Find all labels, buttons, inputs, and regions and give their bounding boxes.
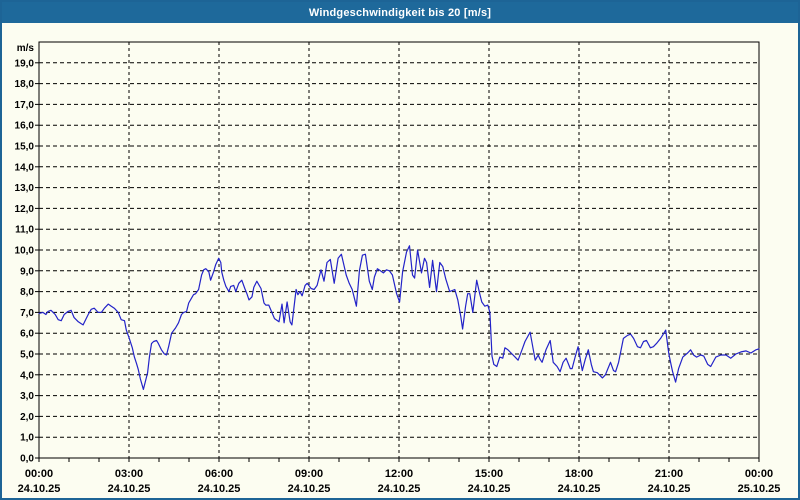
chart-area: 0,0 1,0 2,0 3,0 4,0 5,0 6,0 7,0 8,0 9,0 10,0 11,0 12… xyxy=(2,23,798,498)
x-tick-time-label: 15:00 xyxy=(475,468,503,480)
y-tick-label: 14,0 xyxy=(15,162,35,173)
y-tick-label: 17,0 xyxy=(15,100,35,111)
title-bar[interactable]: Windgeschwindigkeit bis 20 [m/s] xyxy=(2,2,798,23)
x-tick-time-label: 18:00 xyxy=(565,468,593,480)
y-tick-label: 8,0 xyxy=(20,287,34,298)
x-tick-date-label: 24.10.25 xyxy=(648,483,691,495)
window-title: Windgeschwindigkeit bis 20 [m/s] xyxy=(308,6,492,19)
x-tick-date-label: 24.10.25 xyxy=(198,483,241,495)
x-tick-date-label: 24.10.25 xyxy=(468,483,511,495)
y-axis-labels: 0,0 1,0 2,0 3,0 4,0 5,0 6,0 7,0 8,0 9,0 10,0 11,0 12… xyxy=(15,43,35,465)
x-tick-time-label: 03:00 xyxy=(115,468,143,480)
y-tick-label: 3,0 xyxy=(20,391,34,402)
x-tick-time-label: 00:00 xyxy=(745,468,773,480)
axis-ticks xyxy=(35,62,760,462)
wind-speed-chart: 0,0 1,0 2,0 3,0 4,0 5,0 6,0 7,0 8,0 9,0 10,0 11,0 12… xyxy=(15,41,781,495)
y-tick-label: 15,0 xyxy=(15,142,35,153)
y-tick-label: 2,0 xyxy=(20,412,34,423)
x-tick-date-label: 24.10.25 xyxy=(558,483,601,495)
y-tick-label: 1,0 xyxy=(20,433,34,444)
y-tick-label: 5,0 xyxy=(20,350,34,361)
series-lines xyxy=(38,245,760,390)
y-tick-label: 9,0 xyxy=(20,266,34,277)
y-tick-label: 19,0 xyxy=(15,58,35,69)
y-tick-label: 10,0 xyxy=(15,246,35,257)
y-tick-label: 11,0 xyxy=(15,225,34,236)
y-tick-label: 13,0 xyxy=(15,183,35,194)
x-axis-labels: 00:00 24.10.25 03:00 24.10.25 06:00 24.10.25 0… xyxy=(18,468,781,495)
x-tick-time-label: 06:00 xyxy=(205,468,233,480)
series-line xyxy=(38,245,760,390)
x-tick-time-label: 00:00 xyxy=(25,468,53,480)
x-tick-date-label: 25.10.25 xyxy=(738,483,781,495)
y-tick-label: 7,0 xyxy=(20,308,34,319)
x-tick-time-label: 21:00 xyxy=(655,468,683,480)
x-tick-date-label: 24.10.25 xyxy=(108,483,151,495)
y-axis-unit-label: m/s xyxy=(17,43,35,54)
y-tick-label: 0,0 xyxy=(20,454,34,465)
x-tick-date-label: 24.10.25 xyxy=(18,483,61,495)
x-tick-time-label: 12:00 xyxy=(385,468,413,480)
y-tick-label: 16,0 xyxy=(15,121,35,132)
y-tick-label: 6,0 xyxy=(20,329,34,340)
x-tick-time-label: 09:00 xyxy=(295,468,323,480)
gridlines xyxy=(39,42,759,458)
x-tick-date-label: 24.10.25 xyxy=(288,483,331,495)
y-tick-label: 18,0 xyxy=(15,79,35,90)
x-tick-date-label: 24.10.25 xyxy=(378,483,421,495)
y-tick-label: 4,0 xyxy=(20,370,34,381)
y-tick-label: 12,0 xyxy=(15,204,35,215)
